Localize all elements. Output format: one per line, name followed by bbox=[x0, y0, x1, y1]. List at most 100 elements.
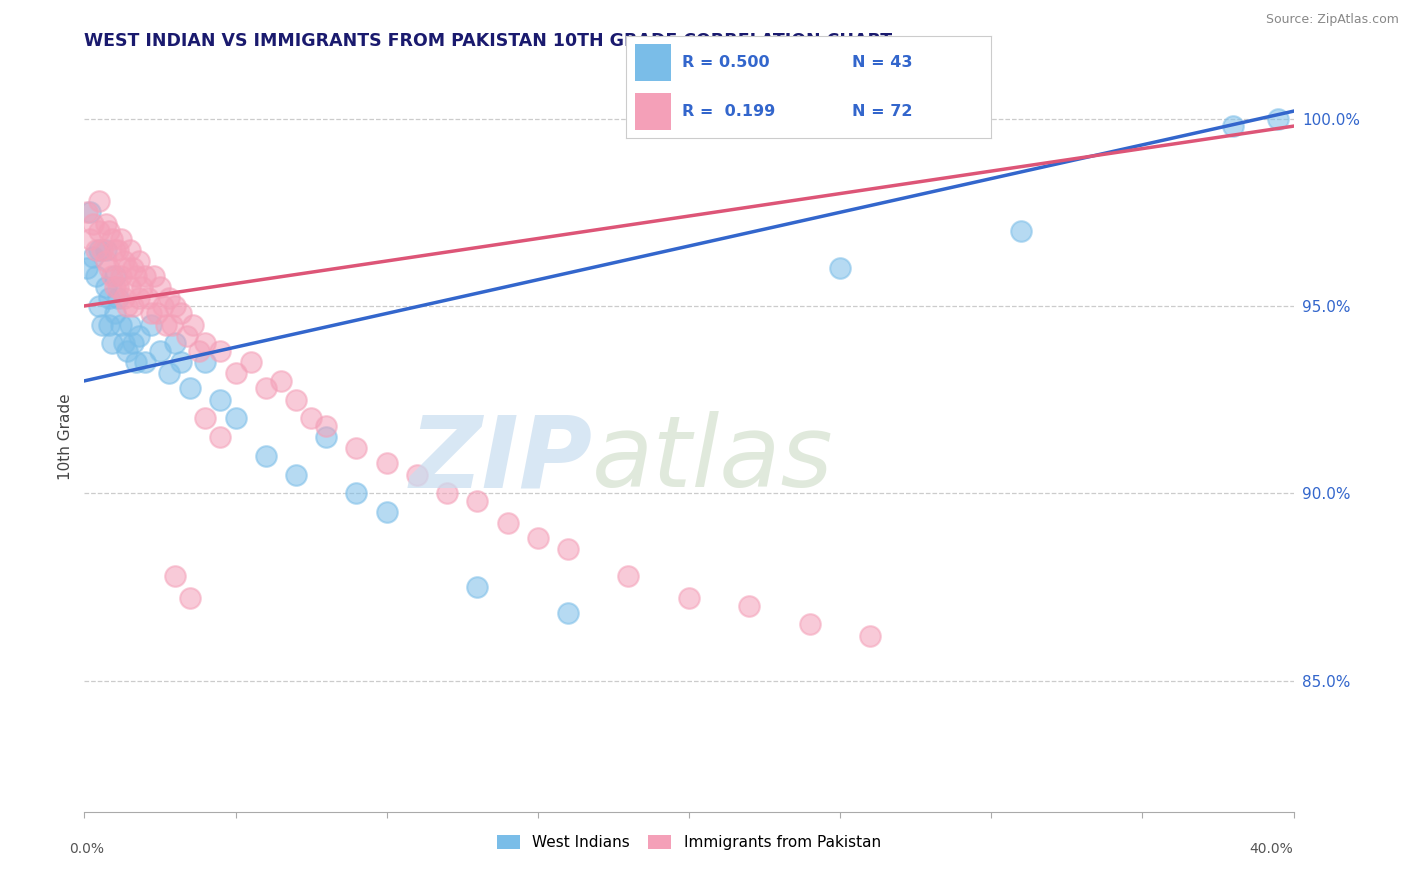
FancyBboxPatch shape bbox=[636, 93, 672, 130]
Point bbox=[225, 367, 247, 381]
Point bbox=[91, 318, 114, 332]
Point bbox=[149, 280, 172, 294]
Point bbox=[225, 411, 247, 425]
Point bbox=[115, 343, 138, 358]
Point bbox=[128, 254, 150, 268]
Point bbox=[799, 617, 821, 632]
Point bbox=[97, 261, 120, 276]
Point bbox=[209, 343, 232, 358]
Point bbox=[94, 254, 117, 268]
Point bbox=[104, 243, 127, 257]
Point bbox=[142, 268, 165, 283]
Point bbox=[155, 318, 177, 332]
Point bbox=[194, 336, 217, 351]
Point bbox=[89, 299, 111, 313]
Point bbox=[170, 355, 193, 369]
Point bbox=[110, 231, 132, 245]
Point bbox=[94, 280, 117, 294]
Point bbox=[104, 306, 127, 320]
Point bbox=[315, 430, 337, 444]
Point bbox=[118, 280, 141, 294]
Point bbox=[406, 467, 429, 482]
Point bbox=[1267, 112, 1289, 126]
Point bbox=[86, 243, 108, 257]
Point bbox=[82, 217, 104, 231]
Point bbox=[179, 381, 201, 395]
Point bbox=[104, 268, 127, 283]
Point bbox=[1011, 224, 1033, 238]
Point bbox=[149, 343, 172, 358]
Point bbox=[239, 355, 262, 369]
Point bbox=[100, 231, 122, 245]
Point bbox=[110, 268, 132, 283]
Point bbox=[136, 292, 159, 306]
Point bbox=[165, 336, 187, 351]
Point bbox=[165, 568, 187, 582]
Point bbox=[346, 442, 368, 456]
Point bbox=[118, 318, 141, 332]
Point bbox=[125, 355, 148, 369]
Point bbox=[467, 580, 489, 594]
Point bbox=[181, 318, 204, 332]
Point bbox=[131, 280, 153, 294]
Point bbox=[107, 243, 129, 257]
Point bbox=[79, 231, 101, 245]
Point bbox=[678, 591, 700, 606]
Point bbox=[139, 318, 162, 332]
Point bbox=[100, 268, 122, 283]
Text: N = 72: N = 72 bbox=[852, 104, 912, 120]
Point bbox=[112, 336, 135, 351]
Point bbox=[89, 224, 111, 238]
Text: 40.0%: 40.0% bbox=[1250, 842, 1294, 855]
Point bbox=[128, 292, 150, 306]
Point bbox=[139, 306, 162, 320]
Point bbox=[89, 194, 111, 208]
Text: atlas: atlas bbox=[592, 411, 834, 508]
Point bbox=[128, 329, 150, 343]
Point bbox=[527, 531, 550, 545]
FancyBboxPatch shape bbox=[636, 44, 672, 81]
Point bbox=[97, 318, 120, 332]
Point bbox=[97, 292, 120, 306]
Point bbox=[194, 355, 217, 369]
Point bbox=[115, 261, 138, 276]
Point bbox=[179, 591, 201, 606]
Point bbox=[125, 268, 148, 283]
Point bbox=[188, 343, 211, 358]
Point bbox=[89, 243, 111, 257]
Point bbox=[91, 243, 114, 257]
Point bbox=[76, 205, 98, 219]
Point bbox=[134, 268, 156, 283]
Point bbox=[118, 243, 141, 257]
Point bbox=[97, 224, 120, 238]
Point bbox=[121, 336, 143, 351]
Y-axis label: 10th Grade: 10th Grade bbox=[58, 393, 73, 481]
Text: WEST INDIAN VS IMMIGRANTS FROM PAKISTAN 10TH GRADE CORRELATION CHART: WEST INDIAN VS IMMIGRANTS FROM PAKISTAN … bbox=[84, 32, 893, 50]
Point bbox=[1222, 119, 1244, 133]
Point bbox=[375, 456, 398, 470]
Point bbox=[285, 392, 308, 407]
Point bbox=[121, 261, 143, 276]
Point bbox=[176, 329, 198, 343]
Point bbox=[209, 392, 232, 407]
Point bbox=[557, 606, 579, 620]
Point bbox=[496, 516, 519, 531]
Point bbox=[157, 292, 180, 306]
Point bbox=[254, 381, 277, 395]
Point bbox=[346, 486, 368, 500]
Point bbox=[79, 205, 101, 219]
Point bbox=[112, 254, 135, 268]
Point bbox=[76, 261, 98, 276]
Text: N = 43: N = 43 bbox=[852, 54, 912, 70]
Point bbox=[157, 367, 180, 381]
Point bbox=[134, 355, 156, 369]
Point bbox=[107, 292, 129, 306]
Point bbox=[82, 250, 104, 264]
Point bbox=[557, 542, 579, 557]
Point bbox=[315, 418, 337, 433]
Point bbox=[170, 306, 193, 320]
Point bbox=[617, 568, 640, 582]
Point bbox=[121, 299, 143, 313]
Legend: West Indians, Immigrants from Pakistan: West Indians, Immigrants from Pakistan bbox=[491, 830, 887, 856]
Point bbox=[285, 467, 308, 482]
